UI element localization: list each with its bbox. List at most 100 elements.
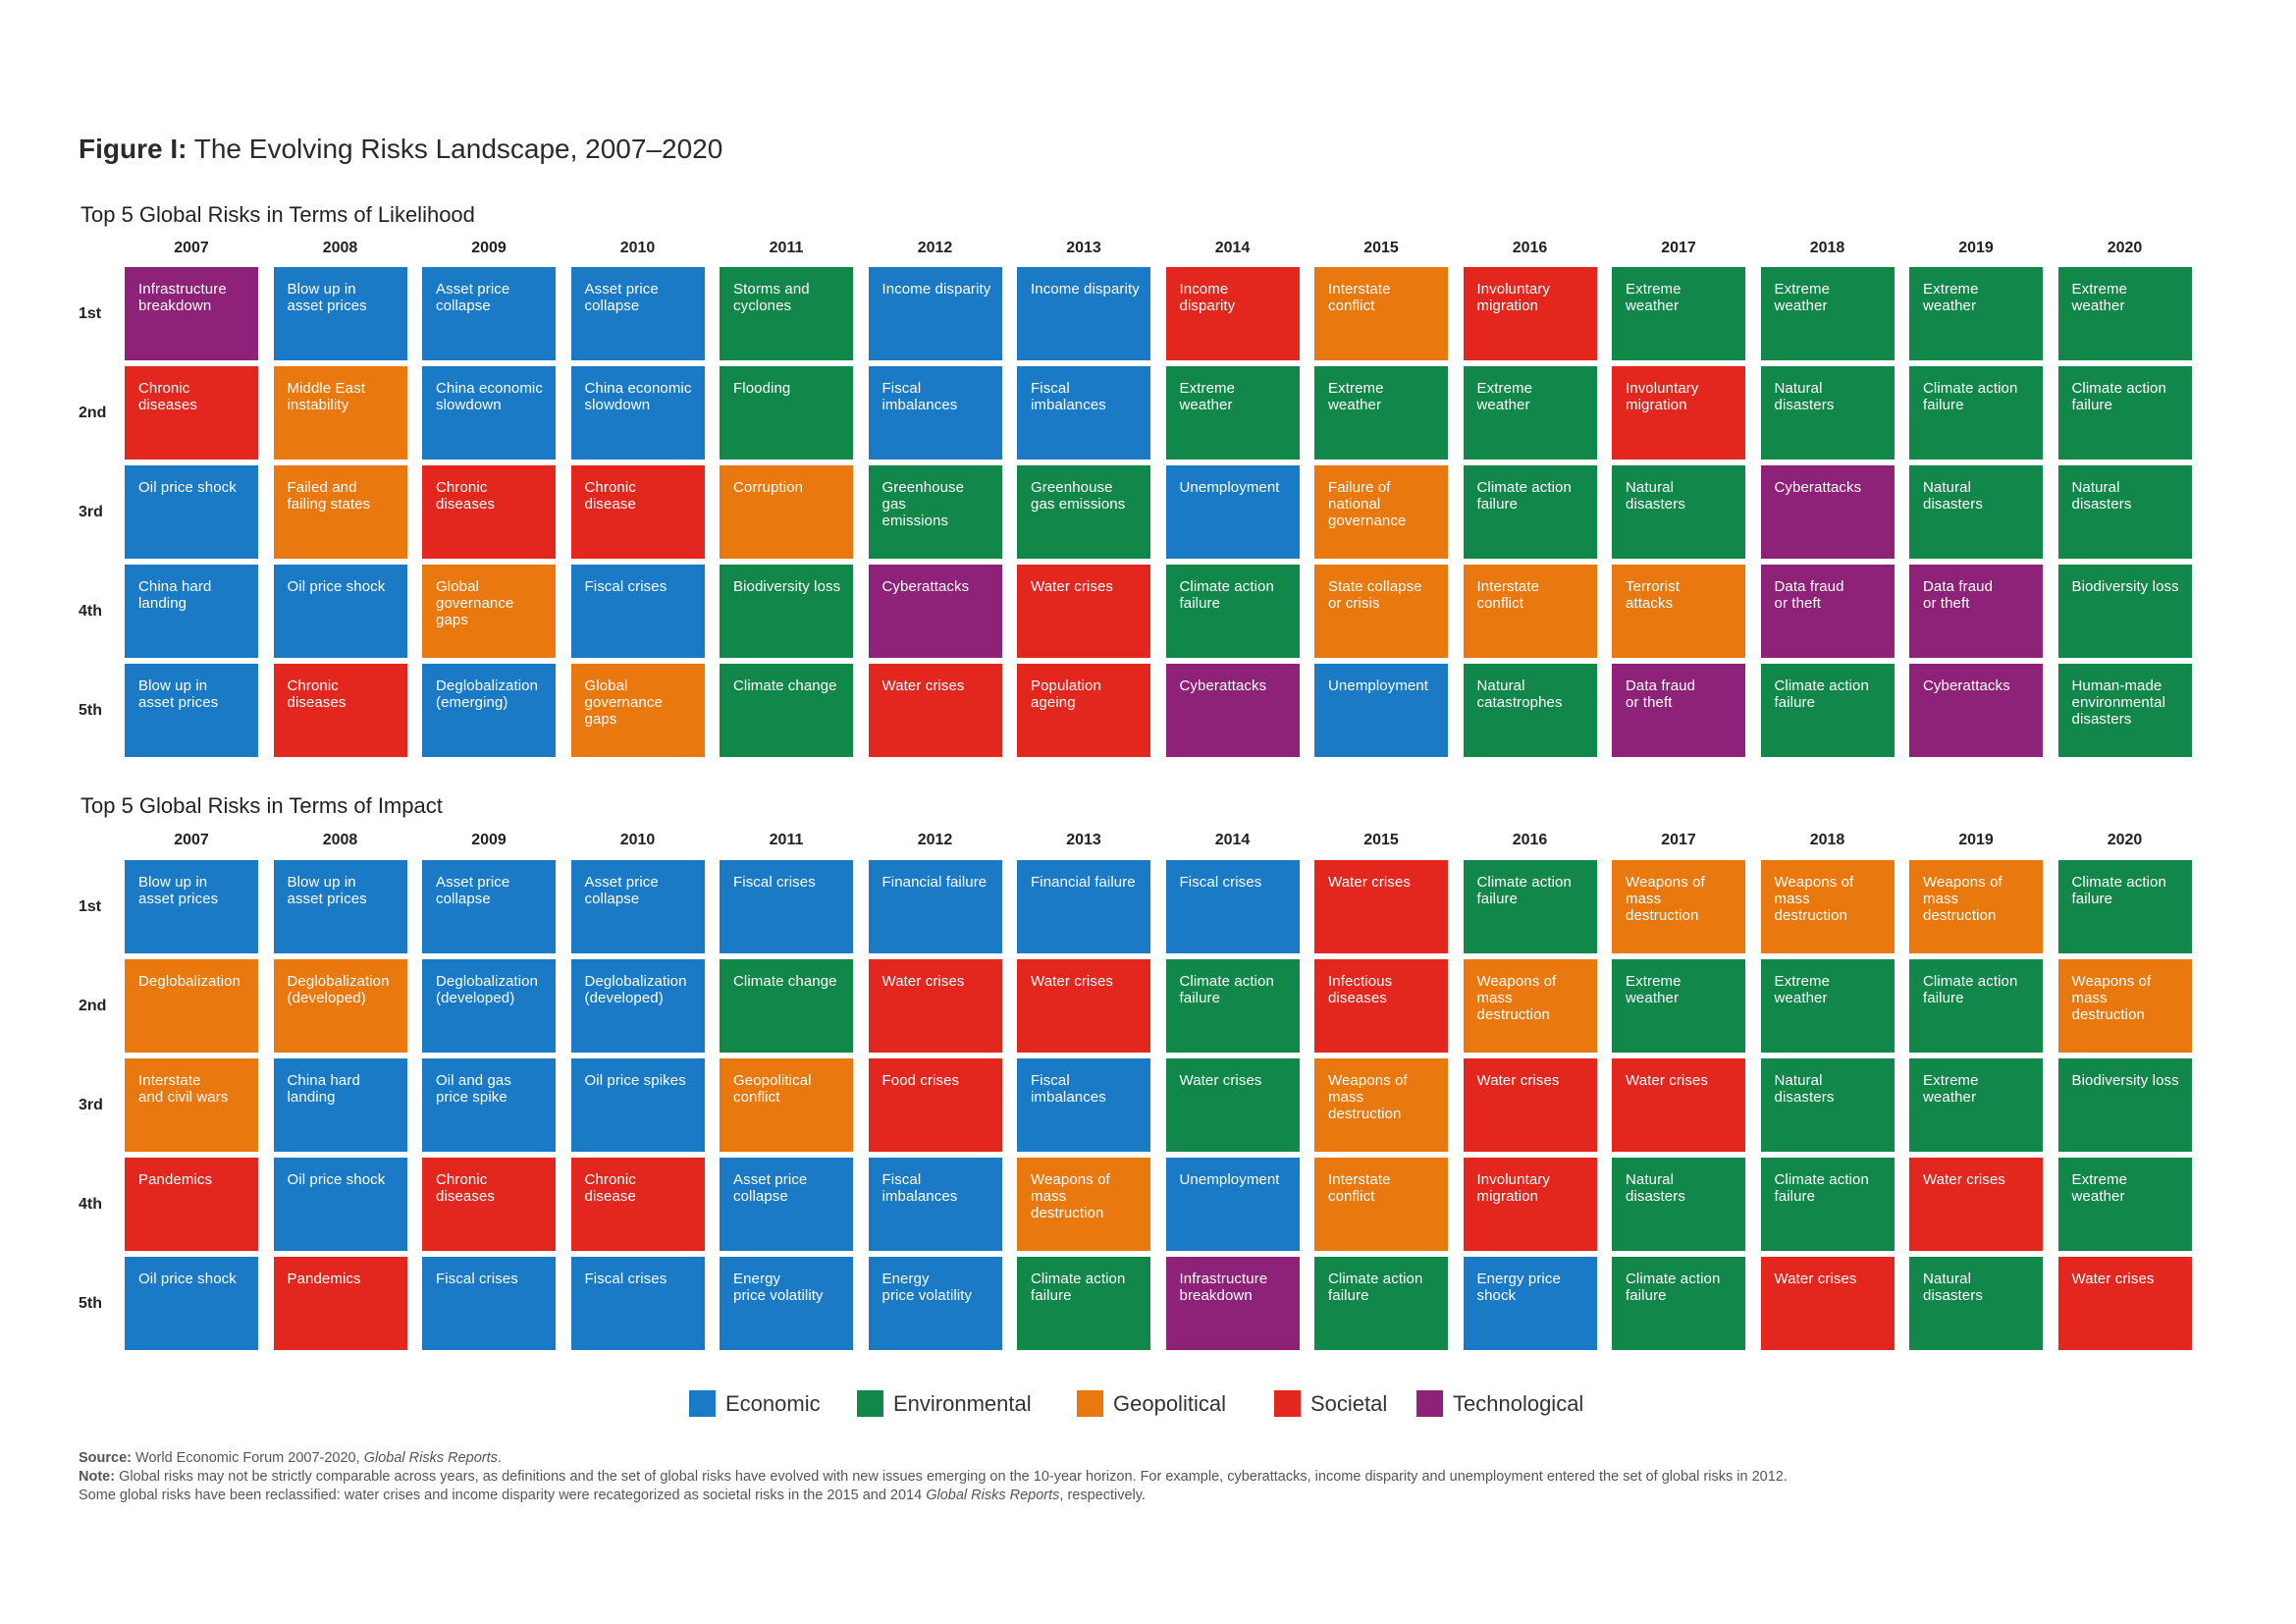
year-header: 2011 <box>769 240 804 256</box>
legend-label: Environmental <box>893 1390 1032 1416</box>
risk-cell: China economic slowdown <box>422 366 556 460</box>
risk-cell: Climate action failure <box>1463 465 1597 559</box>
risk-cell: Chronic diseases <box>422 1158 556 1251</box>
legend-swatch <box>1416 1390 1443 1417</box>
risk-cell: Weapons of mass destruction <box>2057 959 2192 1053</box>
risk-cell: State collapse or crisis <box>1314 565 1448 658</box>
note-line-2: Some global risks have been reclassified… <box>79 1487 2218 1505</box>
note-end: , respectively. <box>1059 1488 1146 1503</box>
risk-cell: Climate action failure <box>1314 1257 1448 1350</box>
risk-cell: Asset price collapse <box>720 1158 853 1251</box>
risk-cell: Corruption <box>720 465 853 559</box>
risk-cell: Involuntary migration <box>1463 1158 1597 1251</box>
risk-cell: Geopolitical conflict <box>720 1058 853 1152</box>
risk-cell: Climate action failure <box>2057 366 2192 460</box>
risk-cell: China economic slowdown <box>570 366 705 460</box>
risk-cell: Pandemics <box>125 1158 258 1251</box>
risk-cell: Global governance gaps <box>570 664 705 757</box>
year-header: 2007 <box>174 240 209 256</box>
risk-cell: Interstate conflict <box>1314 267 1448 360</box>
source-text: World Economic Forum 2007-2020, <box>135 1450 360 1466</box>
note-line-1: Note: Global risks may not be strictly c… <box>79 1468 2218 1487</box>
risk-cell: Blow up in asset prices <box>125 664 258 757</box>
risk-cell: Income disparity <box>1165 267 1300 360</box>
risk-cell: Infrastructure breakdown <box>125 267 258 360</box>
note-text-2: Some global risks have been reclassified… <box>79 1488 923 1503</box>
year-header: 2016 <box>1512 240 1548 256</box>
note-label: Note: <box>79 1469 116 1485</box>
risk-cell: Oil price shock <box>273 1158 407 1251</box>
risk-cell: Natural disasters <box>1760 1058 1895 1152</box>
risk-cell: Pandemics <box>273 1257 407 1350</box>
risk-cell: Fiscal imbalances <box>1017 1058 1150 1152</box>
risk-cell: Fiscal crises <box>1165 860 1300 953</box>
year-header: 2012 <box>917 240 953 256</box>
risk-cell: Greenhouse gas emissions <box>1017 465 1150 559</box>
legend-label: Technological <box>1453 1390 1584 1416</box>
risk-cell: Cyberattacks <box>1760 465 1895 559</box>
risk-cell: Cyberattacks <box>1165 664 1300 757</box>
risk-cell: Deglobalization <box>125 959 258 1053</box>
risk-cell: Fiscal crises <box>422 1257 556 1350</box>
year-header: 2010 <box>619 832 656 848</box>
legend-item: Societal <box>1274 1390 1387 1417</box>
figure-title-prefix: Figure I: <box>79 134 187 164</box>
rank-label: 5th <box>79 1295 102 1312</box>
risk-cell: Weapons of mass destruction <box>1463 959 1597 1053</box>
risk-cell: Asset price collapse <box>422 267 556 360</box>
risk-cell: Natural disasters <box>1909 1257 2043 1350</box>
risk-cell: Biodiversity loss <box>2057 565 2192 658</box>
risk-cell: Failed and failing states <box>273 465 407 559</box>
section-title-likelihood: Top 5 Global Risks in Terms of Likelihoo… <box>80 202 475 227</box>
year-header: 2013 <box>1066 240 1101 256</box>
rank-label: 4th <box>79 603 102 620</box>
legend-item: Technological <box>1416 1390 1583 1417</box>
risk-cell: Population ageing <box>1017 664 1150 757</box>
risk-cell: Water crises <box>1463 1058 1597 1152</box>
source-line: Source: World Economic Forum 2007-2020, … <box>79 1449 2218 1468</box>
rank-label: 3rd <box>79 1097 103 1113</box>
risk-cell: Climate change <box>720 959 853 1053</box>
risk-cell: Deglobalization (developed) <box>570 959 705 1053</box>
risk-cell: Involuntary migration <box>1463 267 1597 360</box>
risk-cell: China hard landing <box>125 565 258 658</box>
risk-cell: Climate change <box>720 664 853 757</box>
risk-cell: Infectious diseases <box>1314 959 1448 1053</box>
risk-cell: Natural disasters <box>1612 465 1745 559</box>
risk-cell: Energy price shock <box>1463 1257 1597 1350</box>
risk-cell: Oil and gas price spike <box>422 1058 556 1152</box>
rank-label: 5th <box>79 702 102 719</box>
risk-cell: Water crises <box>868 664 1002 757</box>
year-header: 2015 <box>1363 832 1399 848</box>
risk-cell: Failure of national governance <box>1314 465 1448 559</box>
year-header: 2008 <box>322 240 358 256</box>
source-label: Source: <box>79 1450 132 1466</box>
risk-cell: Extreme weather <box>1909 267 2043 360</box>
year-header: 2014 <box>1214 832 1251 848</box>
risk-cell: Chronic diseases <box>422 465 556 559</box>
risk-cell: Asset price collapse <box>570 267 705 360</box>
legend-item: Geopolitical <box>1077 1390 1226 1417</box>
risk-cell: Data fraud or theft <box>1909 565 2043 658</box>
risk-cell: Water crises <box>1612 1058 1745 1152</box>
risk-cell: Extreme weather <box>1314 366 1448 460</box>
rank-label: 1st <box>79 898 102 915</box>
year-header: 2016 <box>1512 832 1548 848</box>
risk-cell: Natural disasters <box>2057 465 2192 559</box>
risk-cell: Flooding <box>720 366 853 460</box>
risk-cell: Storms and cyclones <box>720 267 853 360</box>
risk-cell: Unemployment <box>1165 465 1300 559</box>
year-header: 2018 <box>1809 240 1845 256</box>
risk-cell: Financial failure <box>868 860 1002 953</box>
risk-cell: Climate action failure <box>1165 959 1300 1053</box>
risk-cell: Weapons of mass destruction <box>1017 1158 1150 1251</box>
year-header: 2007 <box>174 832 209 848</box>
risk-cell: Income disparity <box>1017 267 1150 360</box>
risk-cell: Climate action failure <box>1760 1158 1895 1251</box>
risk-cell: Climate action failure <box>1909 959 2043 1053</box>
risk-cell: Involuntary migration <box>1612 366 1745 460</box>
rank-label: 2nd <box>79 405 107 421</box>
risk-cell: Energy price volatility <box>868 1257 1002 1350</box>
risk-cell: Weapons of mass destruction <box>1314 1058 1448 1152</box>
risk-cell: Oil price spikes <box>570 1058 705 1152</box>
